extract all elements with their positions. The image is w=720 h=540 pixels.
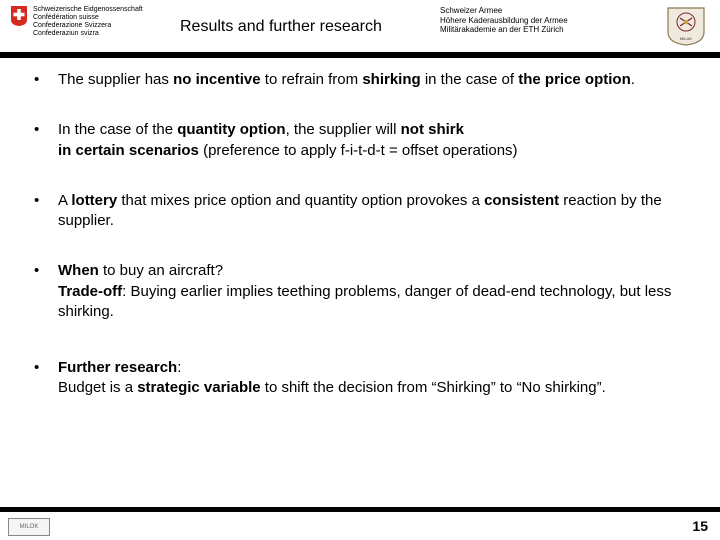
milak-crest-icon: MILAK: [666, 6, 706, 46]
milok-logo-icon: MILOK: [8, 518, 50, 536]
bullet-item: •The supplier has no incentive to refrai…: [30, 70, 690, 90]
svg-text:MILAK: MILAK: [680, 36, 692, 41]
bullet-marker: •: [30, 358, 58, 378]
swiss-text-line: Confederaziun svizra: [33, 30, 143, 38]
bold-text: shirking: [362, 71, 420, 88]
plain-text: In the case of the: [58, 121, 177, 138]
bold-text: consistent: [484, 192, 559, 209]
bold-text: strategic variable: [137, 379, 260, 396]
page-number: 15: [692, 518, 708, 534]
bold-text: no incentive: [173, 71, 261, 88]
bullet-item: •A lottery that mixes price option and q…: [30, 191, 690, 232]
bullet-text: The supplier has no incentive to refrain…: [58, 70, 690, 90]
plain-text: (preference to apply f-i-t-d-t = offset …: [199, 142, 518, 159]
plain-text: : Buying earlier implies teething proble…: [58, 283, 671, 320]
plain-text: that mixes price option and quantity opt…: [117, 192, 484, 209]
bullet-text: In the case of the quantity option, the …: [58, 120, 690, 161]
slide-title: Results and further research: [180, 18, 382, 36]
swiss-confederation-text: Schweizerische EidgenossenschaftConfédér…: [33, 6, 143, 38]
bullet-text: When to buy an aircraft? Trade-off: Buyin…: [58, 261, 690, 322]
plain-text: Budget is a: [58, 379, 137, 396]
bold-text: lottery: [71, 192, 117, 209]
swiss-text-line: Confédération suisse: [33, 14, 143, 22]
org-text-line: Schweizer Armee: [440, 6, 568, 16]
swiss-text-line: Confederazione Svizzera: [33, 22, 143, 30]
plain-text: A: [58, 192, 71, 209]
plain-text: The supplier has: [58, 71, 173, 88]
swiss-confederation-logo: Schweizerische EidgenossenschaftConfédér…: [10, 6, 143, 38]
bullet-marker: •: [30, 191, 58, 211]
bold-text: Further research: [58, 359, 177, 376]
bold-text: the price option: [518, 71, 631, 88]
plain-text: to buy an aircraft?: [99, 262, 223, 279]
swiss-text-line: Schweizerische Eidgenossenschaft: [33, 6, 143, 14]
bold-text: Trade-off: [58, 283, 122, 300]
footer-separator-bar: [0, 507, 720, 512]
bold-text: in certain scenarios: [58, 142, 199, 159]
plain-text: , the supplier will: [286, 121, 401, 138]
org-text-line: Militärakademie an der ETH Zürich: [440, 25, 568, 35]
bold-text: not shirk: [401, 121, 464, 138]
slide-content: •The supplier has no incentive to refrai…: [0, 70, 720, 429]
swiss-shield-icon: [10, 6, 28, 26]
bullet-item: •When to buy an aircraft? Trade-off: Buyi…: [30, 261, 690, 322]
plain-text: to shift the decision from “Shirking” to…: [261, 379, 606, 396]
plain-text: to refrain from: [261, 71, 363, 88]
bullet-item: •Further research: Budget is a strategic …: [30, 358, 690, 399]
bold-text: When: [58, 262, 99, 279]
organization-text: Schweizer ArmeeHöhere Kaderausbildung de…: [440, 6, 568, 35]
bullet-text: A lottery that mixes price option and qu…: [58, 191, 690, 232]
bold-text: quantity option: [177, 121, 285, 138]
bullet-marker: •: [30, 120, 58, 140]
slide-footer: MILOK: [8, 518, 50, 536]
org-text-line: Höhere Kaderausbildung der Armee: [440, 16, 568, 26]
plain-text: in the case of: [421, 71, 519, 88]
bullet-marker: •: [30, 70, 58, 90]
header-separator-bar: [0, 52, 720, 58]
bullet-item: •In the case of the quantity option, the…: [30, 120, 690, 161]
bullet-text: Further research: Budget is a strategic v…: [58, 358, 690, 399]
plain-text: :: [177, 359, 181, 376]
plain-text: .: [631, 71, 635, 88]
slide-header: Schweizerische EidgenossenschaftConfédér…: [0, 0, 720, 52]
bullet-marker: •: [30, 261, 58, 281]
